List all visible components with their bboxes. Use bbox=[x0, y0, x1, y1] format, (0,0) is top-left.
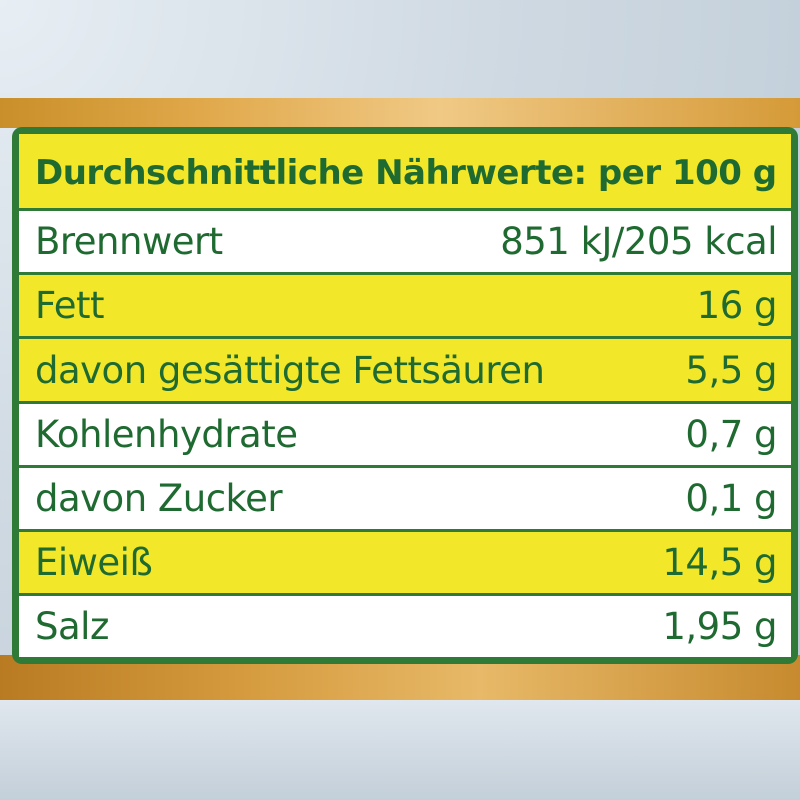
jar-lower-glass bbox=[0, 700, 800, 800]
jar-band-top bbox=[0, 98, 800, 128]
row-value: 851 kJ/205 kcal bbox=[500, 220, 777, 264]
nutrition-label: Durchschnittliche Nährwerte: per 100 g B… bbox=[12, 127, 798, 664]
row-value: 5,5 g bbox=[685, 348, 777, 392]
row-label: Eiweiß bbox=[35, 540, 153, 584]
row-label: Brennwert bbox=[35, 220, 223, 264]
nutrition-row-kohlenhydrate: Kohlenhydrate 0,7 g bbox=[19, 400, 791, 465]
nutrition-header: Durchschnittliche Nährwerte: per 100 g bbox=[19, 134, 791, 209]
nutrition-row-zucker: davon Zucker 0,1 g bbox=[19, 464, 791, 529]
row-value: 16 g bbox=[696, 284, 778, 328]
nutrition-row-brennwert: Brennwert 851 kJ/205 kcal bbox=[19, 208, 791, 272]
row-label: davon gesättigte Fettsäuren bbox=[35, 348, 545, 392]
nutrition-table: Durchschnittliche Nährwerte: per 100 g B… bbox=[19, 134, 791, 657]
row-label: Fett bbox=[35, 284, 105, 328]
row-value: 1,95 g bbox=[662, 604, 777, 648]
nutrition-row-fettsaeuren: davon gesättigte Fettsäuren 5,5 g bbox=[19, 336, 791, 401]
row-label: Kohlenhydrate bbox=[35, 412, 298, 456]
nutrition-row-fett: Fett 16 g bbox=[19, 272, 791, 337]
row-label: davon Zucker bbox=[35, 476, 283, 520]
row-label: Salz bbox=[35, 604, 109, 648]
row-value: 0,7 g bbox=[685, 412, 777, 456]
row-value: 0,1 g bbox=[685, 476, 777, 520]
row-value: 14,5 g bbox=[662, 540, 777, 584]
nutrition-row-salz: Salz 1,95 g bbox=[19, 592, 791, 657]
nutrition-title: Durchschnittliche Nährwerte: per 100 g bbox=[35, 153, 777, 194]
nutrition-row-eiweiss: Eiweiß 14,5 g bbox=[19, 528, 791, 593]
